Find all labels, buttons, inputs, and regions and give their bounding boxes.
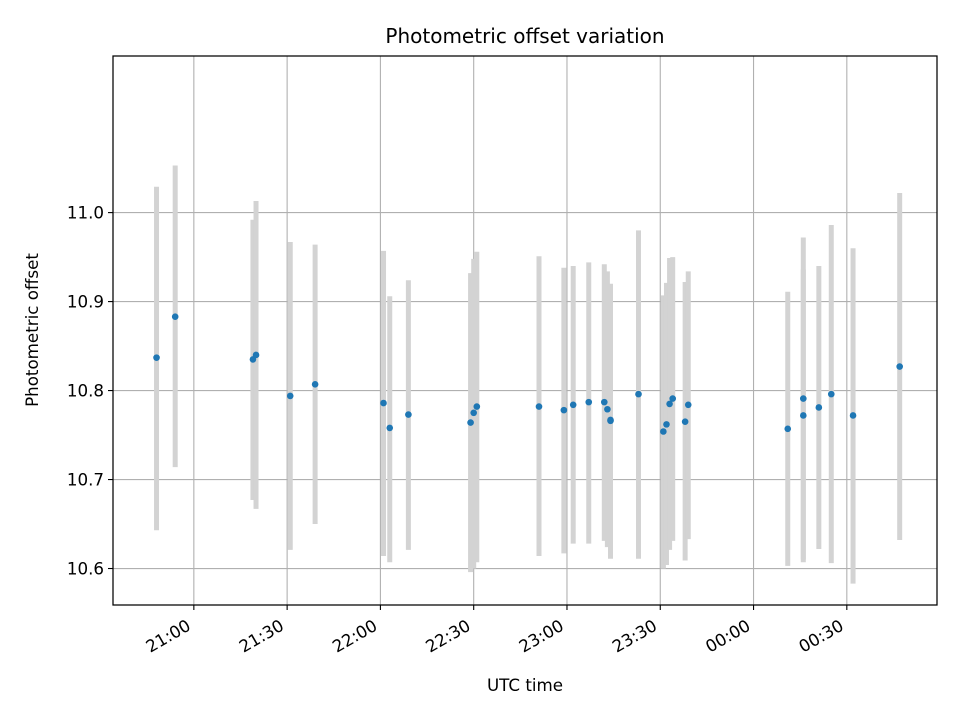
plot-area [112,55,938,606]
data-point [604,405,611,413]
data-points [153,313,903,435]
data-point [669,395,676,402]
data-point [663,421,670,428]
data-point [252,351,260,359]
data-point [799,412,807,419]
data-point [827,390,835,398]
data-point [467,419,474,426]
data-point [171,313,179,321]
data-point [560,406,568,414]
data-point [849,412,857,419]
data-point [600,398,608,406]
data-point [784,425,792,433]
data-point [535,403,543,410]
data-point [666,400,673,408]
y-tick-label: 11.0 [67,203,104,223]
data-point [153,354,160,361]
data-point [660,428,667,435]
y-tick-label: 10.9 [67,292,104,312]
data-point [585,398,593,406]
data-point [684,401,692,409]
data-point [635,390,642,398]
data-point [286,392,294,400]
data-point [470,409,477,417]
data-point [799,395,807,402]
data-point [386,424,394,432]
y-axis-ticks: 10.6 10.7 10.8 10.9 11.0 [67,203,113,579]
data-point [405,411,412,418]
chart-title: Photometric offset variation [385,24,664,48]
data-point [896,363,903,370]
data-point [607,417,614,425]
y-tick-label: 10.6 [67,559,104,579]
data-point [569,401,577,409]
y-axis-label: Photometric offset [22,253,42,407]
x-axis-label: UTC time [487,675,563,695]
data-point [815,404,823,411]
data-point [380,399,387,407]
plot-frame [112,55,938,606]
data-point [681,418,689,426]
y-tick-label: 10.8 [67,381,104,401]
grid-lines [113,56,937,605]
data-point [311,381,319,388]
data-point [473,403,481,410]
y-tick-label: 10.7 [67,470,104,490]
